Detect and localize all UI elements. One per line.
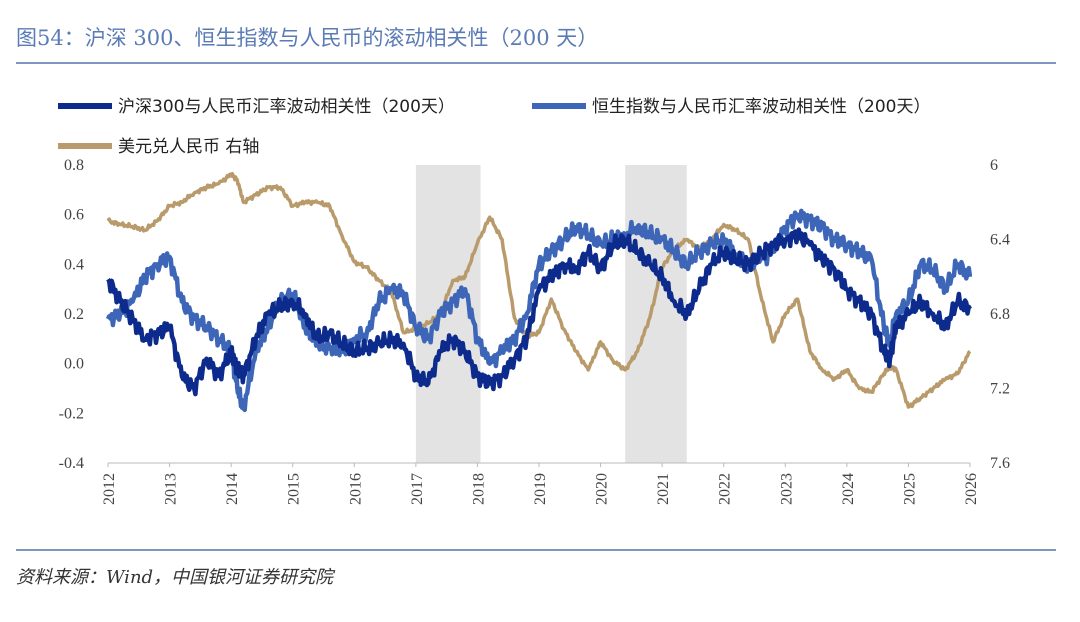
title-rule [16, 62, 1056, 64]
y-tick-label: 0.6 [64, 207, 84, 224]
shaded-periods [415, 165, 687, 463]
x-tick-label: 2023 [778, 473, 795, 505]
series-line-hsi [105, 208, 973, 413]
series-line-hs300 [106, 227, 972, 397]
x-tick-label: 2012 [101, 473, 118, 505]
series-line-usdcny [106, 171, 972, 409]
x-axis: 2012 2013 2014 2015 2016 2017 2018 2019 2020 2021… [101, 463, 980, 505]
y2-tick-label: 7.6 [990, 455, 1010, 472]
y-tick-label: 0.2 [64, 306, 84, 323]
x-tick-label: 2022 [717, 473, 734, 505]
y2-tick-label: 6 [990, 157, 998, 174]
x-tick-label: 2019 [532, 473, 549, 505]
y-tick-label: 0.8 [64, 157, 84, 174]
legend-label-hs300: 沪深300与人民币汇率波动相关性（200天） [118, 97, 455, 117]
legend-label-hsi: 恒生指数与人民币汇率波动相关性（200天） [592, 97, 930, 117]
x-tick-label: 2025 [901, 473, 918, 505]
left-axis: 0.8 0.6 0.4 0.2 0.0 -0.2 -0.4 [59, 157, 84, 472]
y-tick-label: -0.4 [59, 455, 84, 472]
x-tick-label: 2013 [163, 473, 180, 505]
x-tick-label: 2018 [470, 473, 487, 505]
y-tick-label: 0.4 [64, 256, 84, 273]
correlation-chart: 0.8 0.6 0.4 0.2 0.0 -0.2 -0.4 6 6.4 6.8 7.2 7.6 20… [58, 97, 1010, 505]
x-tick-label: 2026 [963, 473, 980, 505]
series-lines [105, 171, 973, 413]
figure-title: 图54：沪深 300、恒生指数与人民币的滚动相关性（200 天） [16, 26, 599, 50]
y-tick-label: -0.2 [59, 405, 84, 422]
x-tick-label: 2024 [840, 473, 857, 505]
x-tick-label: 2016 [347, 473, 364, 505]
source-note: 资料来源：Wind，中国银河证券研究院 [16, 567, 334, 588]
x-tick-label: 2020 [594, 473, 611, 505]
source-rule [16, 549, 1056, 551]
y2-tick-label: 6.4 [990, 232, 1010, 249]
y-tick-label: 0.0 [64, 356, 84, 373]
shaded-period-2 [625, 165, 687, 463]
x-tick-label: 2017 [409, 473, 426, 505]
legend-label-usdcny: 美元兑人民币 右轴 [118, 137, 259, 157]
y2-tick-label: 7.2 [990, 381, 1010, 398]
x-tick-label: 2021 [655, 473, 672, 505]
right-axis: 6 6.4 6.8 7.2 7.6 [990, 157, 1010, 472]
legend: 沪深300与人民币汇率波动相关性（200天） 恒生指数与人民币汇率波动相关性（2… [58, 97, 930, 157]
x-tick-label: 2015 [286, 473, 303, 505]
x-tick-label: 2014 [224, 473, 241, 505]
y2-tick-label: 6.8 [990, 306, 1010, 323]
